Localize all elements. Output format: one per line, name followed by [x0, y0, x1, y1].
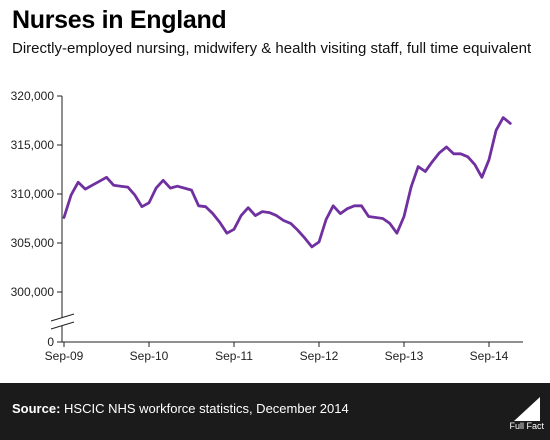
line-chart: 320,000 315,000 310,000 305,000 300,000 0 Sep…: [11, 89, 523, 363]
source-label: Source:: [12, 401, 61, 416]
logo-text: Full Fact: [509, 421, 544, 431]
chart-subtitle: Directly-employed nursing, midwifery & h…: [12, 40, 532, 57]
series-group: [62, 116, 512, 249]
full-fact-logo: Full Fact: [500, 391, 544, 431]
y-tick-label: 305,000: [11, 236, 55, 250]
logo-mark-icon: [514, 397, 540, 421]
x-tick-label: Sep-09: [45, 349, 84, 363]
source-text: HSCIC NHS workforce statistics, December…: [64, 401, 349, 416]
axis-break-mark: [50, 313, 75, 322]
series-line: [62, 116, 512, 249]
footer-bar: Source: HSCIC NHS workforce statistics, …: [0, 383, 550, 440]
source-note: Source: HSCIC NHS workforce statistics, …: [12, 401, 349, 416]
y-tick-label: 0: [47, 335, 54, 349]
x-tick-label: Sep-10: [130, 349, 169, 363]
y-tick-label: 310,000: [11, 187, 55, 201]
x-axis-ticks: Sep-09 Sep-10 Sep-11 Sep-12 Sep-13 Sep-14: [45, 342, 509, 363]
x-tick-label: Sep-14: [470, 349, 509, 363]
x-tick-label: Sep-13: [385, 349, 424, 363]
x-tick-label: Sep-11: [215, 349, 253, 363]
y-tick-label: 320,000: [11, 89, 55, 103]
x-tick-label: Sep-12: [300, 349, 339, 363]
y-tick-label: 300,000: [11, 285, 55, 299]
axis-break-mark: [50, 321, 75, 330]
chart-axes: [50, 96, 523, 343]
chart-title: Nurses in England: [12, 6, 227, 34]
y-axis-ticks: 320,000 315,000 310,000 305,000 300,000 0: [11, 89, 62, 349]
y-tick-label: 315,000: [11, 138, 55, 152]
